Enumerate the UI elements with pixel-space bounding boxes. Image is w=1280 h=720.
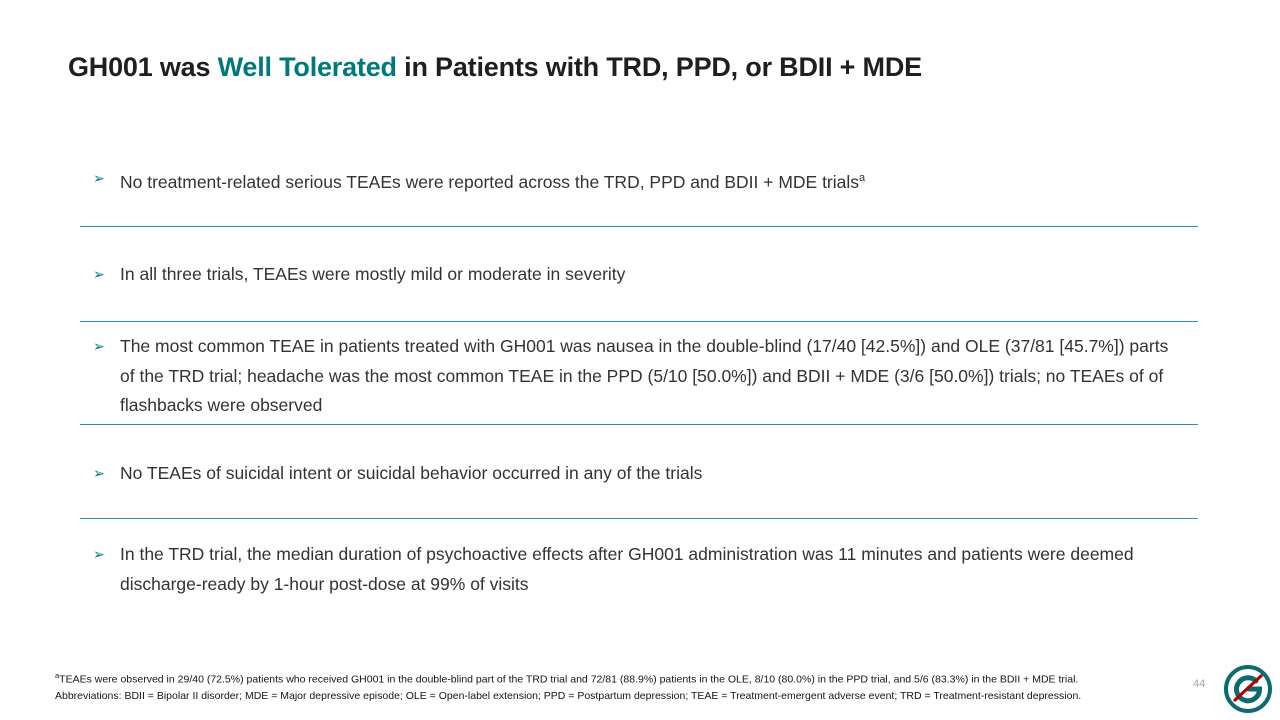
footnote-line-1: aTEAEs were observed in 29/40 (72.5%) pa… (55, 668, 1160, 688)
bullet-text: No TEAEs of suicidal intent or suicidal … (120, 463, 703, 483)
divider (80, 321, 1198, 322)
divider (80, 226, 1198, 227)
bullet-text: In all three trials, TEAEs were mostly m… (120, 264, 626, 284)
title-part2: in Patients with TRD, PPD, or BDII + MDE (396, 52, 922, 82)
title-part1: GH001 was (68, 52, 218, 82)
page-title: GH001 was Well Tolerated in Patients wit… (68, 52, 922, 83)
bullet-text: In the TRD trial, the median duration of… (120, 544, 1134, 594)
arrow-bullet-icon: ➢ (93, 546, 105, 562)
bullet-text-superscript: a (859, 172, 866, 184)
title-highlight: Well Tolerated (217, 52, 397, 82)
gh-research-logo (1222, 663, 1274, 715)
bullet-item: ➢ In all three trials, TEAEs were mostly… (80, 260, 1200, 290)
bullet-item: ➢ No TEAEs of suicidal intent or suicida… (80, 459, 1200, 489)
footnote-line-2: Abbreviations: BDII = Bipolar II disorde… (55, 689, 1082, 702)
bullet-item: ➢ No treatment-related serious TEAEs wer… (80, 164, 1200, 197)
page-number: 44 (1193, 678, 1206, 690)
bullet-text: No treatment-related serious TEAEs were … (120, 164, 1182, 197)
footnote-superscript: a (55, 671, 60, 680)
divider (80, 518, 1198, 519)
gh-research-logo-graphic (1224, 665, 1272, 713)
bullet-text-body: No treatment-related serious TEAEs were … (120, 171, 860, 192)
arrow-bullet-icon: ➢ (93, 266, 105, 282)
bullet-item: ➢ In the TRD trial, the median duration … (80, 540, 1200, 599)
bullet-item: ➢ The most common TEAE in patients treat… (80, 332, 1200, 421)
bullet-text: The most common TEAE in patients treated… (120, 336, 1169, 415)
divider (80, 424, 1198, 425)
footnote-text-1: TEAEs were observed in 29/40 (72.5%) pat… (59, 673, 1079, 686)
arrow-bullet-icon: ➢ (93, 170, 105, 186)
footnotes: aTEAEs were observed in 29/40 (72.5%) pa… (55, 668, 1160, 704)
arrow-bullet-icon: ➢ (93, 338, 105, 354)
arrow-bullet-icon: ➢ (93, 465, 105, 481)
